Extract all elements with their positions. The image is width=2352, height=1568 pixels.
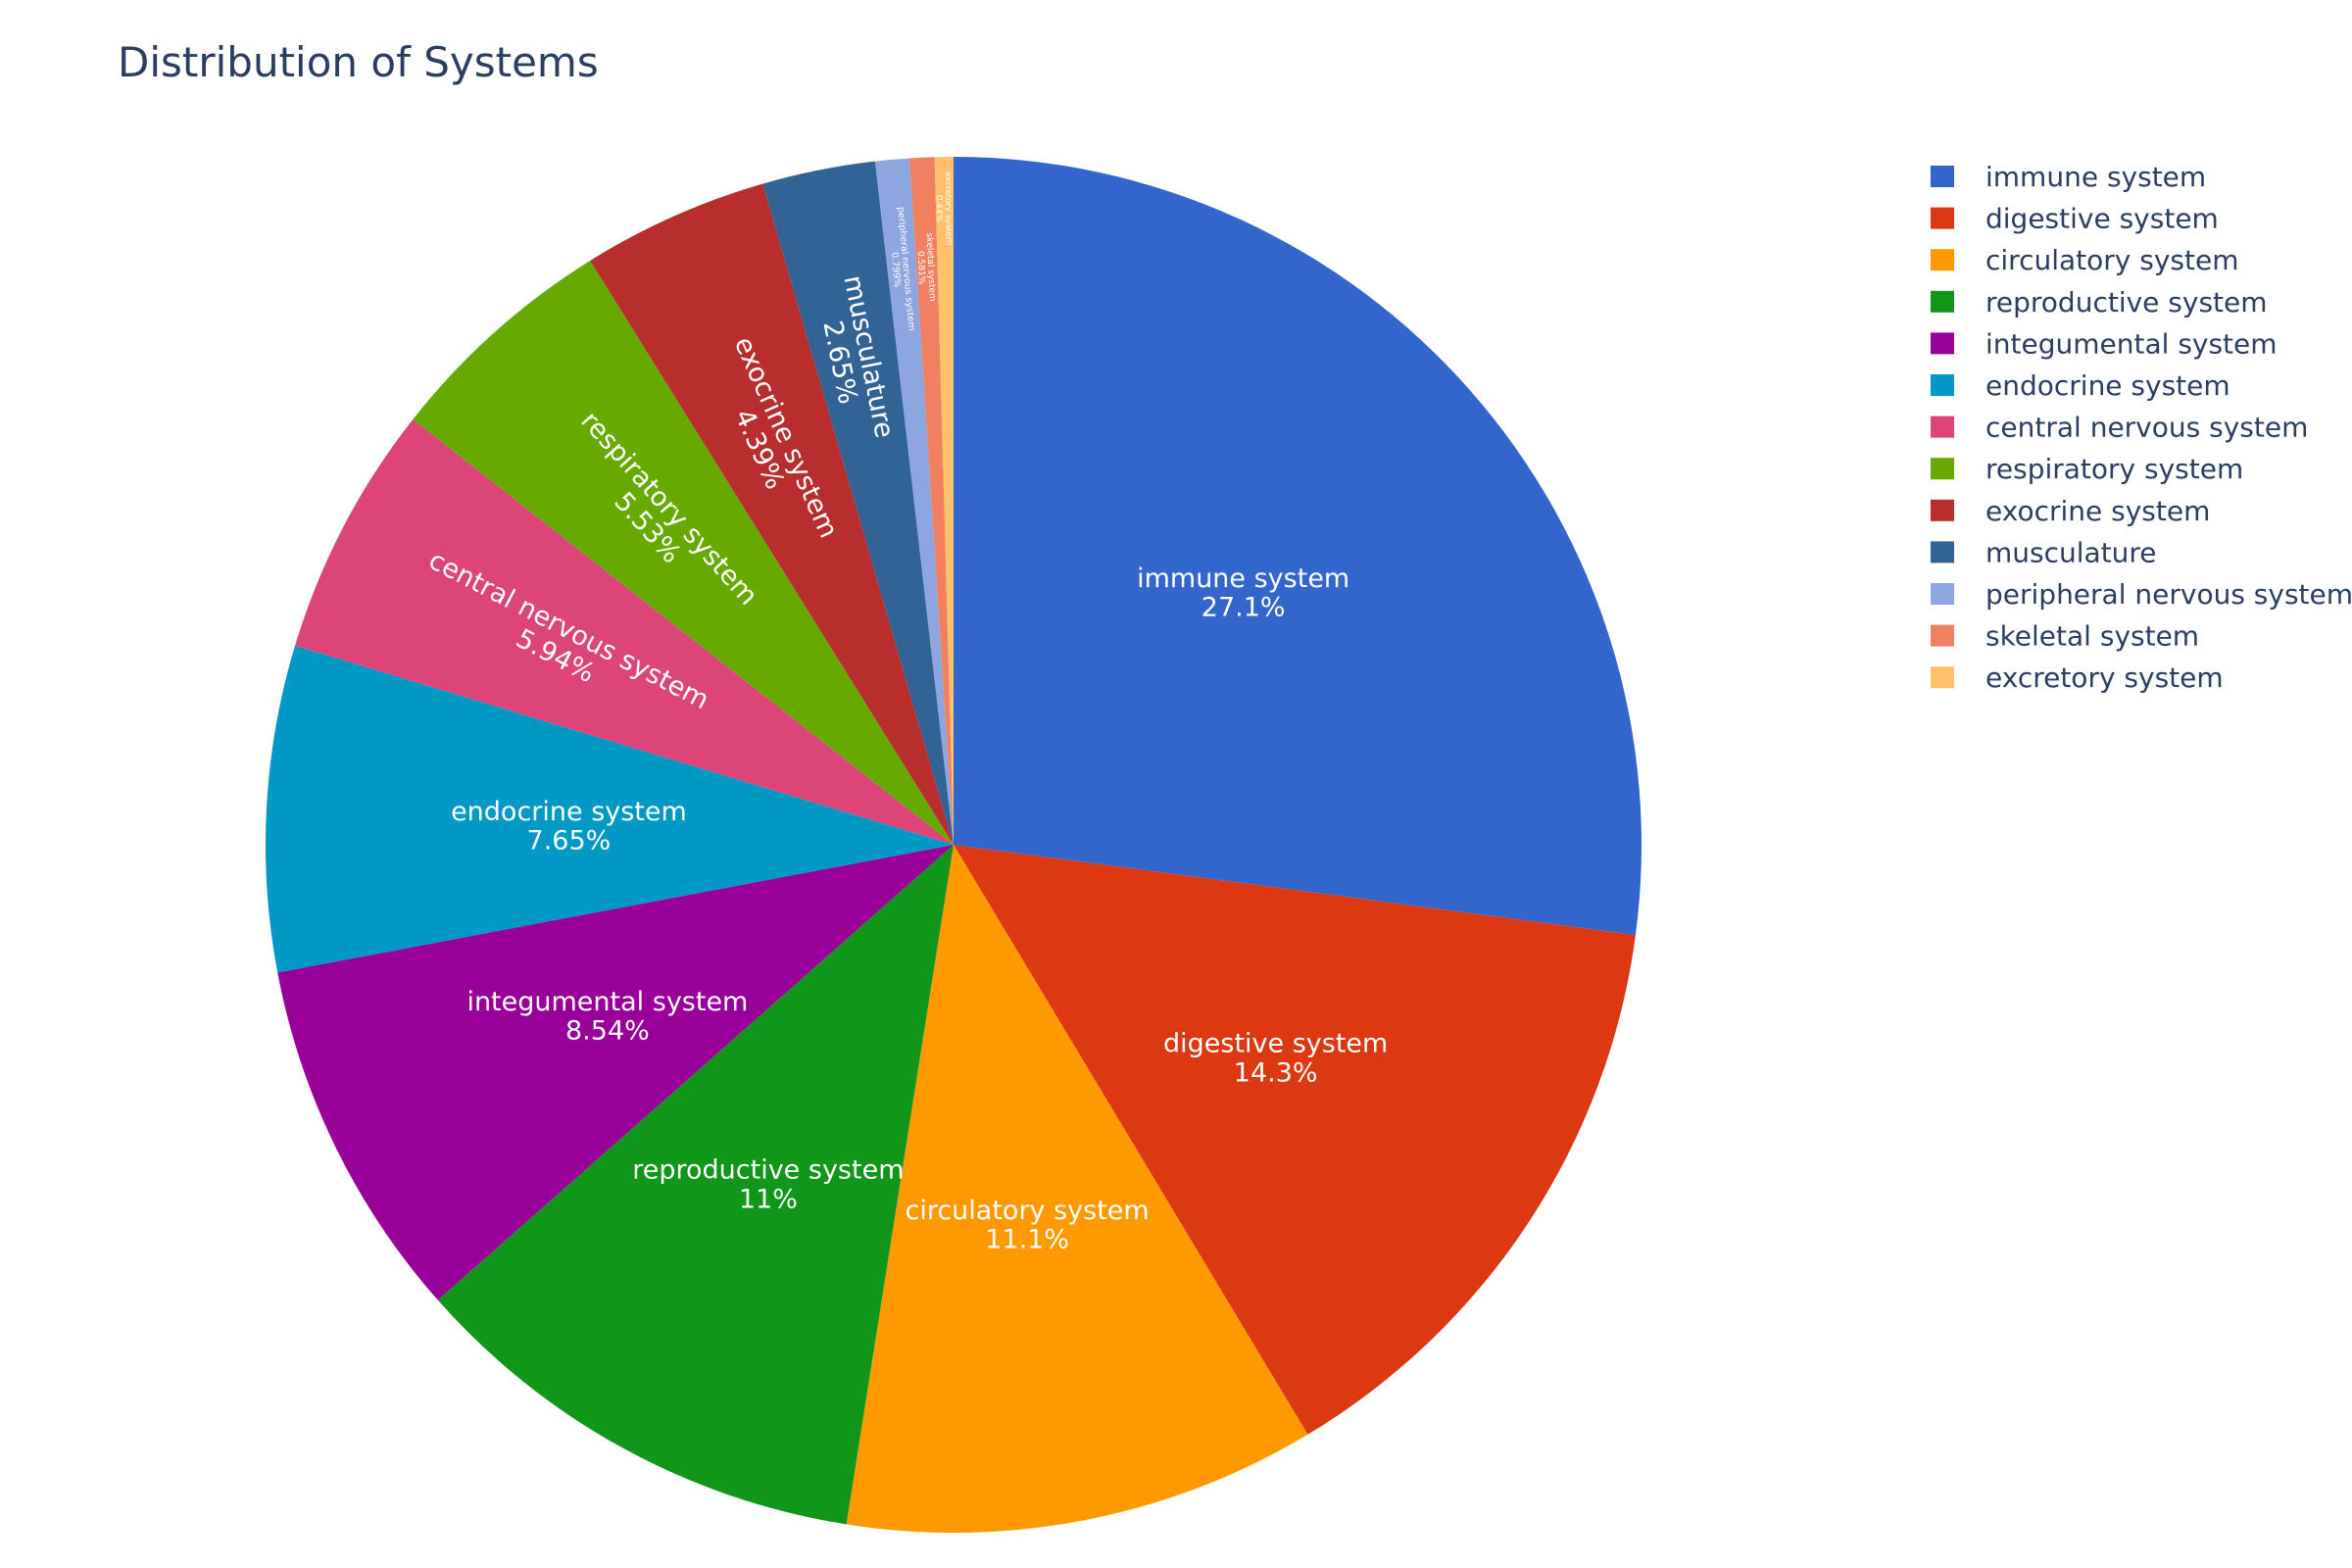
pie-slices xyxy=(265,157,1642,1533)
legend-label-respiratory-system: respiratory system xyxy=(1985,453,2243,485)
legend-item-central-nervous-system[interactable]: central nervous system xyxy=(1931,412,2308,444)
legend-label-musculature: musculature xyxy=(1985,536,2157,568)
legend-label-digestive-system: digestive system xyxy=(1985,203,2219,235)
legend-item-endocrine-system[interactable]: endocrine system xyxy=(1931,369,2230,402)
legend-swatch-musculature xyxy=(1931,541,1954,564)
pie-slice-endocrine-system[interactable] xyxy=(265,645,954,973)
slice-value-immune-system: 27.1% xyxy=(1201,593,1286,623)
legend-item-exocrine-system[interactable]: exocrine system xyxy=(1931,495,2210,527)
slice-value-endocrine-system: 7.65% xyxy=(527,826,612,857)
legend: immune system digestive system circulatory… xyxy=(1931,161,2352,694)
pie-slice-immune-system[interactable] xyxy=(954,157,1642,936)
slice-value-digestive-system: 14.3% xyxy=(1234,1057,1318,1088)
legend-swatch-exocrine-system xyxy=(1931,499,1954,521)
pie-slice-respiratory-system[interactable] xyxy=(413,260,954,845)
legend-swatch-excretory-system xyxy=(1931,666,1954,689)
pie-slice-digestive-system[interactable] xyxy=(954,845,1636,1435)
slice-value-peripheral-nervous-system: 0.799% xyxy=(889,252,903,288)
legend-label-peripheral-nervous-system: peripheral nervous system xyxy=(1985,578,2352,611)
legend-item-excretory-system[interactable]: excretory system xyxy=(1931,662,2224,694)
pie-slice-integumental-system[interactable] xyxy=(277,845,954,1300)
legend-swatch-reproductive-system xyxy=(1931,290,1954,313)
slice-label-circulatory-system: circulatory system xyxy=(905,1196,1149,1226)
legend-item-respiratory-system[interactable]: respiratory system xyxy=(1931,453,2243,485)
legend-label-integumental-system: integumental system xyxy=(1985,327,2278,360)
slice-value-excretory-system: 0.44% xyxy=(934,195,944,222)
pie-slice-peripheral-nervous-system[interactable] xyxy=(874,158,954,846)
legend-swatch-endocrine-system xyxy=(1931,374,1954,396)
slice-label-immune-system: immune system xyxy=(1137,564,1349,594)
legend-item-skeletal-system[interactable]: skeletal system xyxy=(1931,620,2199,653)
legend-label-endocrine-system: endocrine system xyxy=(1985,369,2230,402)
legend-label-exocrine-system: exocrine system xyxy=(1985,495,2210,527)
legend-item-digestive-system[interactable]: digestive system xyxy=(1931,203,2219,235)
legend-item-immune-system[interactable]: immune system xyxy=(1931,161,2206,193)
slice-value-circulatory-system: 11.1% xyxy=(985,1225,1069,1255)
pie-slice-excretory-system[interactable] xyxy=(934,157,954,845)
legend-label-skeletal-system: skeletal system xyxy=(1985,620,2199,653)
legend-swatch-digestive-system xyxy=(1931,207,1954,229)
slice-value-integumental-system: 8.54% xyxy=(565,1015,650,1046)
slice-label-excretory-system: excretory system xyxy=(943,172,954,246)
legend-swatch-integumental-system xyxy=(1931,332,1954,355)
legend-swatch-central-nervous-system xyxy=(1931,416,1954,438)
pie-slice-musculature[interactable] xyxy=(762,161,954,845)
legend-swatch-respiratory-system xyxy=(1931,458,1954,480)
legend-swatch-immune-system xyxy=(1931,166,1954,187)
slice-label-integumental-system: integumental system xyxy=(466,987,748,1017)
pie-slice-reproductive-system[interactable] xyxy=(437,845,954,1525)
legend-label-excretory-system: excretory system xyxy=(1985,662,2224,694)
legend-label-immune-system: immune system xyxy=(1985,161,2206,193)
legend-swatch-skeletal-system xyxy=(1931,624,1954,647)
pie-slice-central-nervous-system[interactable] xyxy=(295,418,954,845)
legend-label-reproductive-system: reproductive system xyxy=(1985,286,2268,318)
slice-value-reproductive-system: 11% xyxy=(739,1184,798,1214)
slice-label-reproductive-system: reproductive system xyxy=(632,1155,904,1186)
legend-item-reproductive-system[interactable]: reproductive system xyxy=(1931,286,2268,318)
legend-item-circulatory-system[interactable]: circulatory system xyxy=(1931,244,2238,276)
pie-slice-exocrine-system[interactable] xyxy=(590,183,954,845)
pie-slice-circulatory-system[interactable] xyxy=(846,845,1308,1533)
slice-label-digestive-system: digestive system xyxy=(1163,1029,1388,1059)
slice-label-skeletal-system: skeletal system xyxy=(924,233,937,302)
legend-label-circulatory-system: circulatory system xyxy=(1985,244,2238,276)
legend-label-central-nervous-system: central nervous system xyxy=(1985,412,2308,444)
legend-swatch-circulatory-system xyxy=(1931,249,1954,271)
chart-title: Distribution of Systems xyxy=(118,38,599,86)
legend-item-musculature[interactable]: musculature xyxy=(1931,536,2157,568)
legend-item-peripheral-nervous-system[interactable]: peripheral nervous system xyxy=(1931,578,2352,611)
slice-label-endocrine-system: endocrine system xyxy=(451,797,687,827)
legend-item-integumental-system[interactable]: integumental system xyxy=(1931,327,2278,360)
legend-swatch-peripheral-nervous-system xyxy=(1931,583,1954,605)
pie-slice-skeletal-system[interactable] xyxy=(909,157,954,846)
slice-value-skeletal-system: 0.581% xyxy=(915,251,927,285)
